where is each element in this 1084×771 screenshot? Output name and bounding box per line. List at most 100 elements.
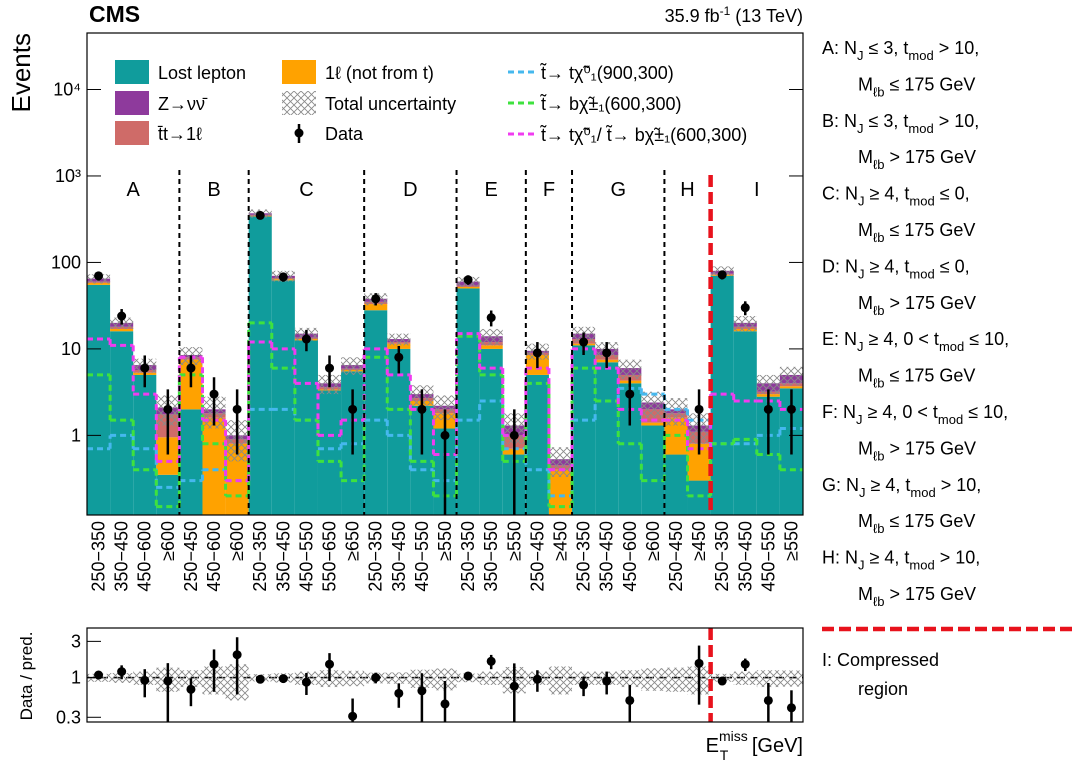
text-part: > 175 GeV xyxy=(884,293,976,313)
text-part: ≤ 175 GeV xyxy=(884,220,975,240)
legend-label: Z→νν̄ xyxy=(158,94,208,114)
subscript: ℓb xyxy=(873,448,884,463)
ratio-uncertainty xyxy=(618,670,642,688)
data-point xyxy=(140,363,150,373)
ratio-uncertainty xyxy=(756,670,780,688)
uncertainty-band xyxy=(618,359,642,379)
ratio-point xyxy=(463,671,473,681)
label: Mℓb > 175 GeV xyxy=(858,293,976,318)
region-letter: F xyxy=(543,179,555,201)
ratio-point xyxy=(301,677,311,687)
text-part: > 10, xyxy=(934,38,980,58)
ratio-point xyxy=(740,659,750,669)
ratio-uncertainty xyxy=(733,671,757,685)
x-axis-title: Emiss T [GeV] xyxy=(706,728,803,763)
ratio-point xyxy=(440,699,450,709)
bar-segment xyxy=(179,409,203,515)
data-point xyxy=(94,271,104,281)
subscript: J xyxy=(858,194,865,209)
text-part: ≥ 4, t xyxy=(865,548,910,568)
x-tick-label: ≥600 xyxy=(227,521,247,561)
ratio-point xyxy=(625,695,635,705)
data-point xyxy=(509,430,519,440)
ratio-point xyxy=(417,686,427,696)
x-tick-label: ≥450 xyxy=(689,521,709,561)
x-tick-label: 450−550 xyxy=(296,521,316,592)
text-part: ≤ 175 GeV xyxy=(884,511,975,531)
x-tick-label: 450−600 xyxy=(135,521,155,592)
subscript: mod xyxy=(910,485,935,500)
x-tick-label: 250−350 xyxy=(366,521,386,592)
x-tick-label: 450−550 xyxy=(412,521,432,592)
ratio-point xyxy=(186,684,196,694)
legend-label: 1ℓ (not from t) xyxy=(325,63,434,83)
data-point xyxy=(486,313,496,323)
region-letter: H xyxy=(680,179,694,201)
ratio-point xyxy=(278,674,288,684)
label: A: NJ ≤ 3, tmod > 10, xyxy=(822,38,979,63)
data-point xyxy=(602,348,612,358)
legend-swatch xyxy=(115,121,149,145)
bar-segment xyxy=(110,328,134,332)
label: B: NJ ≤ 3, tmod > 10, xyxy=(822,111,979,136)
x-tick-label: 250−350 xyxy=(712,521,732,592)
subscript: J xyxy=(857,121,864,136)
ratio-uncertainty xyxy=(641,668,665,691)
data-point xyxy=(232,404,242,414)
uncertainty-band xyxy=(756,374,780,395)
subscript: mod xyxy=(908,48,933,63)
subscript: J xyxy=(856,412,863,427)
subscript: ℓb xyxy=(873,157,884,172)
text-part: ≤ 3, t xyxy=(864,38,909,58)
text-part: B: N xyxy=(822,111,857,131)
text-part: ≥ 4, t xyxy=(866,475,911,495)
x-tick-label: 250−350 xyxy=(458,521,478,592)
x-tick-label: 350−450 xyxy=(273,521,293,592)
ratio-point xyxy=(717,676,727,686)
subscript: mod xyxy=(909,558,934,573)
x-tick-label: 250−350 xyxy=(574,521,594,592)
text-part: ≤ 175 GeV xyxy=(884,74,975,94)
data-point xyxy=(717,270,727,280)
uncertainty-band xyxy=(341,357,365,375)
ratio-point xyxy=(209,659,219,669)
ratio-point xyxy=(117,667,127,677)
label: H: NJ ≥ 4, tmod > 10, xyxy=(822,548,980,573)
subscript: mod xyxy=(908,121,933,136)
subscript: J xyxy=(858,266,865,281)
legend-swatch xyxy=(282,60,316,84)
ratio-frame xyxy=(86,627,804,723)
bar-segment xyxy=(641,422,665,426)
text-part: M xyxy=(858,74,873,94)
ratio-point xyxy=(786,703,796,713)
data-point xyxy=(694,404,704,414)
data-point xyxy=(278,272,288,282)
data-point xyxy=(117,311,127,321)
text-part: M xyxy=(858,147,873,167)
x-tick-label: 450−600 xyxy=(620,521,640,592)
text-part: M xyxy=(858,220,873,240)
ratio-plot xyxy=(87,637,803,722)
ratio-point xyxy=(255,674,265,684)
x-tick-label: ≥600 xyxy=(158,521,178,561)
ratio-y-tick-label: 1 xyxy=(71,668,81,688)
ratio-point xyxy=(94,670,104,680)
label: C: NJ ≥ 4, tmod ≤ 0, xyxy=(822,184,970,209)
text-part: F: N xyxy=(822,402,856,422)
ratio-point xyxy=(348,711,358,721)
text-part: > 10, xyxy=(935,548,981,568)
data-point xyxy=(463,275,473,285)
bar-segment xyxy=(317,390,342,515)
ratio-point xyxy=(579,680,589,690)
ratio-y-tick-label: 3 xyxy=(71,631,81,651)
ratio-point xyxy=(602,676,612,686)
ratio-uncertainty xyxy=(779,670,803,687)
text-part: M xyxy=(858,366,873,386)
data-point xyxy=(371,294,381,304)
x-tick-label: 350−450 xyxy=(112,521,132,592)
uncertainty-band xyxy=(479,328,503,346)
uncertainty-band xyxy=(433,395,457,421)
ratio-uncertainty xyxy=(548,666,573,695)
subscript: J xyxy=(857,48,864,63)
